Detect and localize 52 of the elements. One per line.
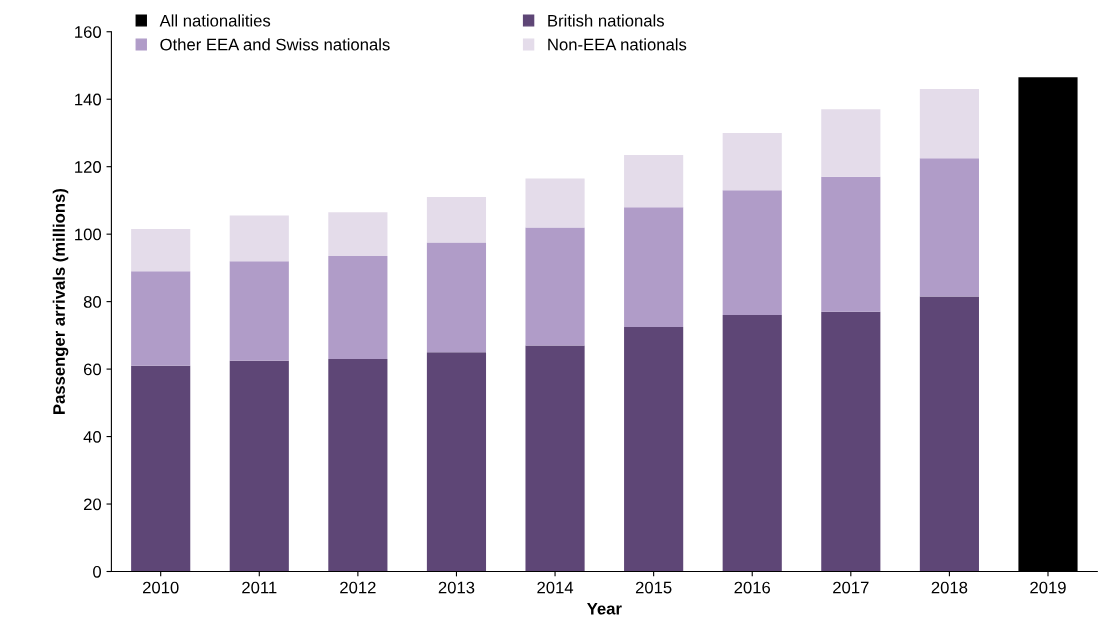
bar xyxy=(821,311,881,572)
y-tick-label: 80 xyxy=(83,296,102,308)
x-axis-title: Year xyxy=(587,602,622,615)
bar xyxy=(919,89,979,159)
x-tick-label: 2010 xyxy=(143,581,179,594)
bar xyxy=(722,190,782,316)
bar xyxy=(624,207,684,327)
x-tick-label: 2013 xyxy=(438,581,475,594)
bar xyxy=(722,315,782,572)
bar xyxy=(821,109,881,177)
bar xyxy=(919,158,979,297)
x-tick-label: 2017 xyxy=(833,581,869,594)
bar xyxy=(722,132,782,191)
bar xyxy=(919,296,979,572)
bar xyxy=(328,256,388,359)
bar xyxy=(229,360,289,572)
legend-label: British nationals xyxy=(548,14,664,27)
y-tick-label: 60 xyxy=(83,363,102,376)
bar xyxy=(525,178,585,228)
bar xyxy=(525,345,585,572)
bar xyxy=(426,352,487,572)
bar xyxy=(624,326,684,572)
y-tick-label: 160 xyxy=(75,26,102,38)
legend-label: All nationalities xyxy=(159,14,271,27)
x-tick-label: 2015 xyxy=(635,581,672,594)
x-tick-label: 2014 xyxy=(537,581,574,594)
x-tick-label: 2019 xyxy=(1030,581,1066,594)
bar xyxy=(426,242,487,353)
bar xyxy=(821,176,881,312)
bar xyxy=(328,358,388,572)
y-tick-label: 40 xyxy=(83,430,102,443)
x-tick-label: 2012 xyxy=(340,581,376,594)
x-tick-label: 2011 xyxy=(242,581,277,594)
legend-label: Non-EEA nationals xyxy=(548,38,687,51)
x-tick-label: 2018 xyxy=(931,581,968,594)
bar xyxy=(426,197,487,243)
y-tick-label: 0 xyxy=(93,565,102,578)
y-tick-label: 20 xyxy=(83,498,102,511)
legend-label: Other EEA and Swiss nationals xyxy=(160,38,390,51)
x-tick-label: 2016 xyxy=(734,581,771,594)
bar xyxy=(229,215,289,262)
y-tick-label: 140 xyxy=(75,93,102,106)
bar xyxy=(131,229,191,272)
y-tick-label: 100 xyxy=(75,228,102,241)
bar xyxy=(131,271,191,366)
bar xyxy=(229,261,289,361)
y-axis-title: Passenger arrivals (millions) xyxy=(52,188,69,414)
bar xyxy=(131,365,191,572)
bar xyxy=(525,227,585,346)
bar xyxy=(624,154,684,208)
y-tick-label: 120 xyxy=(75,161,102,173)
bar xyxy=(328,212,388,257)
